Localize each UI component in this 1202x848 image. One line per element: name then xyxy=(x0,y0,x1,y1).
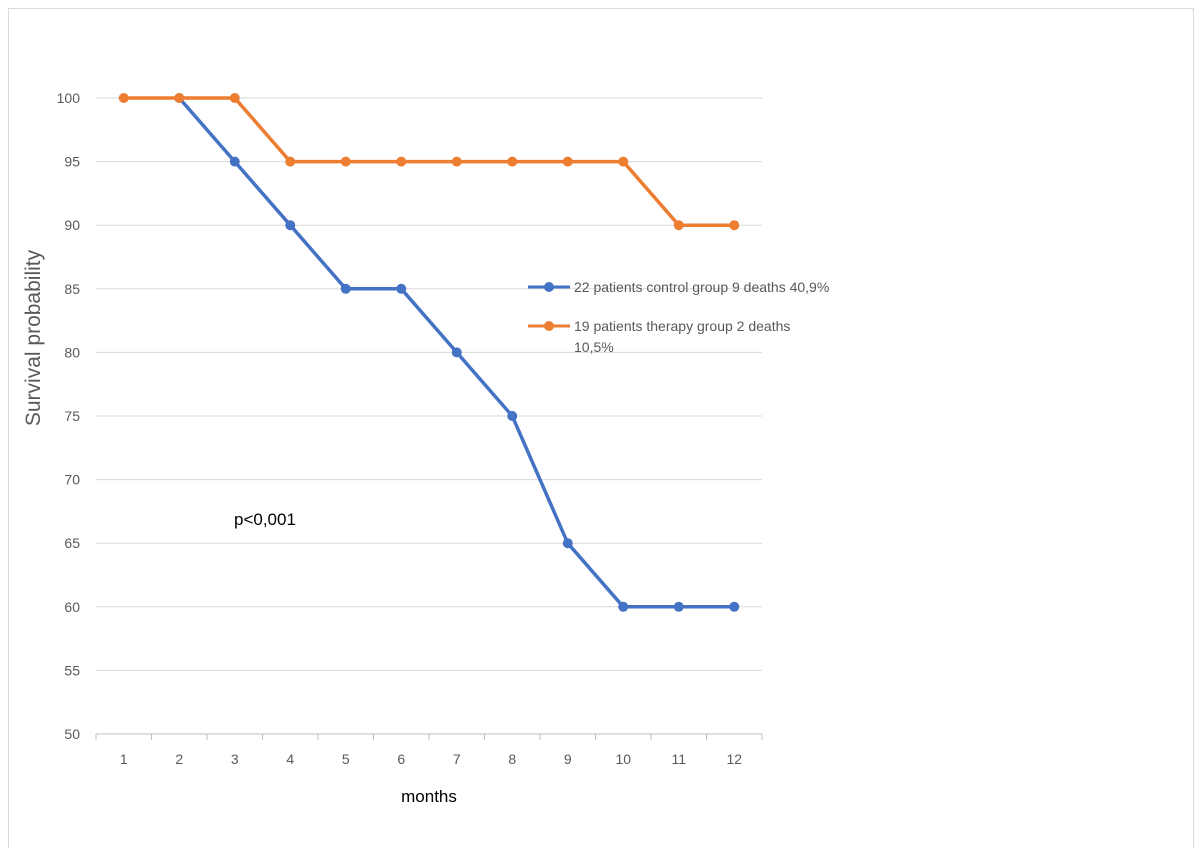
gridlines xyxy=(96,97,762,671)
y-tick-label: 85 xyxy=(64,281,80,297)
axes xyxy=(95,733,763,740)
data-point xyxy=(618,156,629,167)
data-point xyxy=(396,156,407,167)
data-point xyxy=(729,220,740,231)
legend-label-therapy: 19 patients therapy group 2 deaths 10,5% xyxy=(574,318,794,355)
series-line xyxy=(123,96,735,227)
y-tick-label: 50 xyxy=(64,726,80,742)
data-point xyxy=(562,538,573,549)
legend-label-therapy-line1: 19 patients therapy group 2 deaths xyxy=(574,318,790,334)
series-therapy xyxy=(118,93,740,231)
data-point xyxy=(285,156,296,167)
data-point xyxy=(562,156,573,167)
data-point xyxy=(729,601,740,612)
data-point xyxy=(451,156,462,167)
legend-label-therapy-line2: 10,5% xyxy=(574,339,614,355)
x-axis-label: months xyxy=(401,787,457,806)
y-tick-label: 80 xyxy=(64,344,80,360)
legend: 22 patients control group 9 deaths 40,9%… xyxy=(528,279,829,355)
chart-frame xyxy=(8,8,1194,848)
x-tick-label: 9 xyxy=(564,751,572,767)
y-tick-label: 55 xyxy=(64,662,80,678)
legend-label-control: 22 patients control group 9 deaths 40,9% xyxy=(574,279,829,295)
x-tick-label: 5 xyxy=(342,751,350,767)
x-tick-label: 4 xyxy=(286,751,294,767)
data-point xyxy=(451,347,462,358)
y-tick-label: 75 xyxy=(64,408,80,424)
data-point xyxy=(340,283,351,294)
y-axis-label: Survival probability xyxy=(22,249,45,426)
x-tick-label: 12 xyxy=(726,751,742,767)
data-point xyxy=(174,93,185,103)
x-tick-label: 8 xyxy=(508,751,516,767)
legend-item-therapy: 19 patients therapy group 2 deaths 10,5% xyxy=(528,318,794,355)
data-point xyxy=(396,283,407,294)
x-tick-label: 11 xyxy=(671,751,686,767)
x-tick-label: 1 xyxy=(120,751,128,767)
data-point xyxy=(507,411,518,421)
data-point xyxy=(229,93,240,103)
y-tick-label: 95 xyxy=(64,154,80,170)
data-point xyxy=(673,220,684,231)
y-tick-label: 65 xyxy=(64,535,80,551)
y-tick-label: 70 xyxy=(64,472,80,488)
y-tick-label: 100 xyxy=(57,90,81,106)
data-point xyxy=(285,220,296,231)
y-tick-label: 90 xyxy=(64,217,80,233)
x-tick-label: 10 xyxy=(615,751,631,767)
data-point xyxy=(507,156,518,167)
series-layer xyxy=(118,93,740,612)
series-control xyxy=(174,93,740,612)
data-point xyxy=(673,601,684,612)
data-point xyxy=(340,156,351,167)
y-tick-label: 60 xyxy=(64,599,80,615)
x-tick-label: 7 xyxy=(453,751,461,767)
data-point xyxy=(618,601,629,612)
legend-item-control: 22 patients control group 9 deaths 40,9% xyxy=(528,279,829,295)
data-point xyxy=(118,93,129,103)
x-tick-label: 6 xyxy=(397,751,405,767)
data-point xyxy=(229,156,240,167)
x-tick-label: 3 xyxy=(231,751,239,767)
x-tick-label: 2 xyxy=(175,751,183,767)
p-value-annotation: p<0,001 xyxy=(234,510,296,529)
